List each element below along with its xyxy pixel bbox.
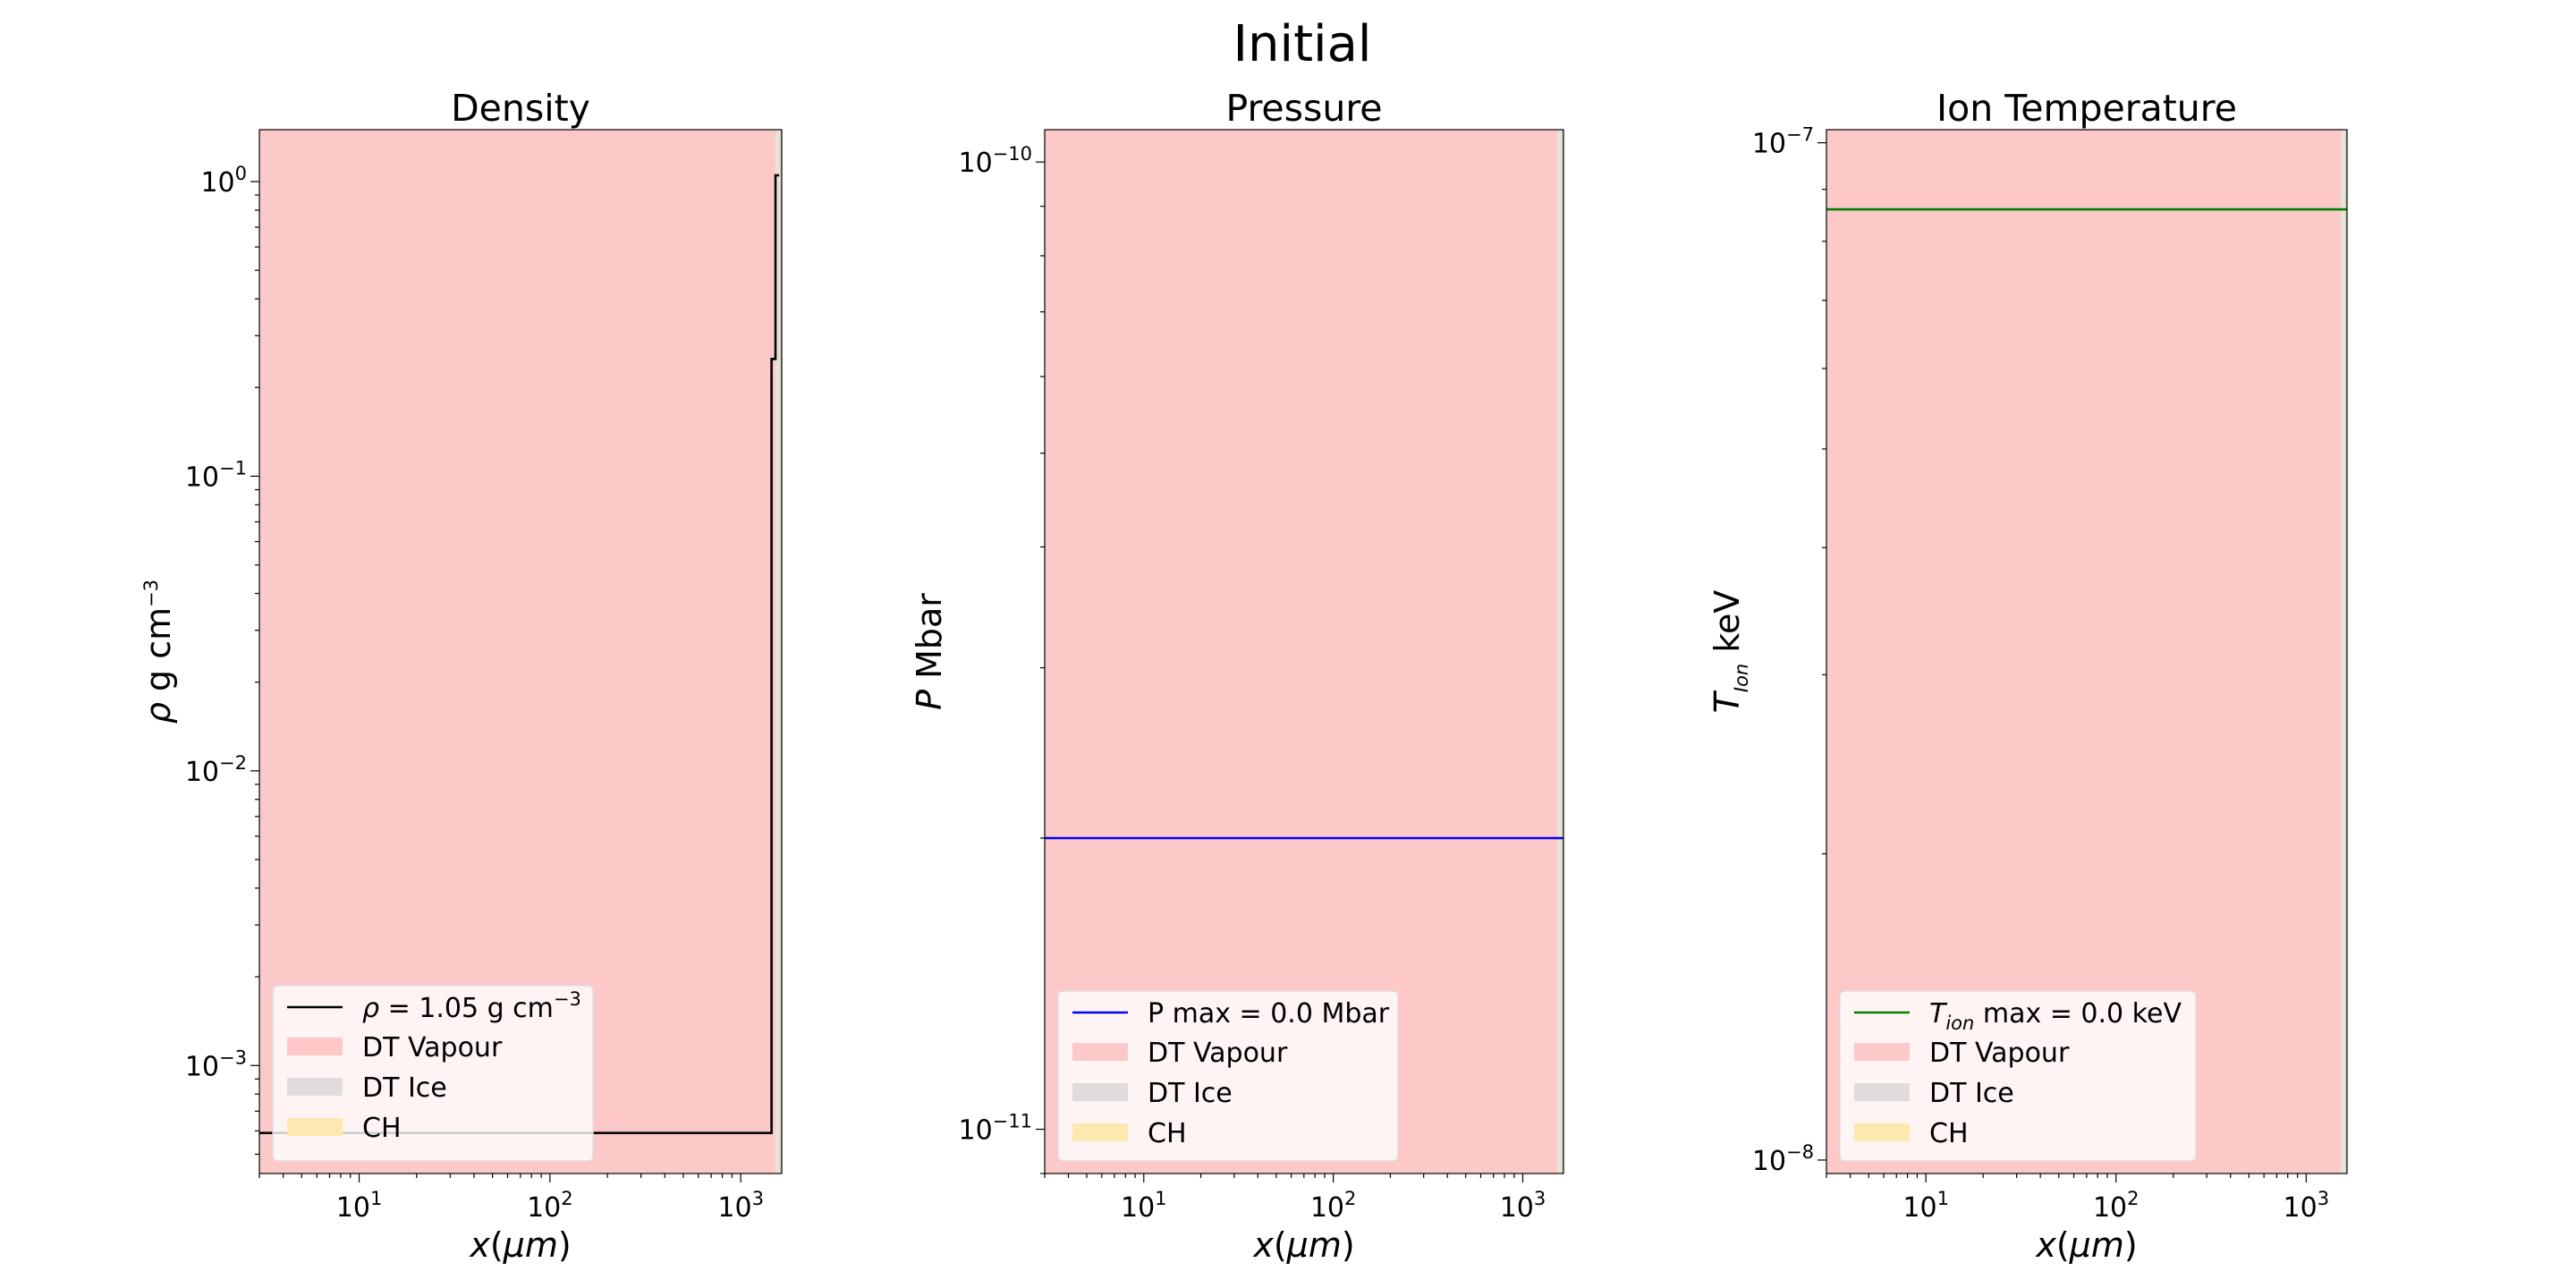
x-tick-label: 103 [1500, 1188, 1546, 1224]
legend-label-ch: CH [1929, 1118, 1969, 1149]
legend-label-ch: CH [1148, 1118, 1187, 1149]
y-tick-label: 10−11 [958, 1111, 1032, 1147]
y-tick-label: 100 [200, 163, 247, 199]
y-axis: 100 10−1 10−2 10−3 [185, 163, 259, 1156]
x-axis-label: x(μm) [2035, 1225, 2137, 1265]
x-tick-label: 102 [1310, 1188, 1357, 1224]
legend-swatch-dt-ice [287, 1078, 343, 1096]
series-line [259, 174, 780, 1134]
x-tick-label: 103 [2284, 1188, 2330, 1224]
x-tick-label: 102 [527, 1188, 573, 1224]
region-dt-ice [2340, 130, 2345, 1174]
legend-swatch-ch [1072, 1123, 1128, 1141]
legend-label-dt-ice: DT Ice [1148, 1078, 1233, 1109]
panel-1: 101 102 103 100 10−1 10−2 10−3 Density x(μm) ρ g … [139, 87, 783, 1265]
y-axis: 10−10 10−11 [958, 143, 1045, 1174]
x-axis: 101 102 103 [1826, 1174, 2329, 1224]
y-tick-label: 10−3 [185, 1046, 247, 1082]
legend: Tion max = 0.0 keV DT Vapour DT Ice CH [1839, 990, 2197, 1162]
legend-swatch-dt-ice [1072, 1083, 1128, 1101]
legend-box [1057, 990, 1399, 1162]
region-ch [779, 130, 782, 1174]
panel-title: Ion Temperature [1936, 87, 2237, 130]
legend-line-label: P max = 0.0 Mbar [1148, 998, 1390, 1030]
panel-title: Pressure [1225, 87, 1382, 130]
legend-label-ch: CH [362, 1113, 402, 1144]
x-tick-label: 101 [336, 1188, 383, 1224]
panel-3: 101 102 103 10−7 10−8 Ion Temperature x(μm) TIo… [1707, 87, 2348, 1265]
legend-swatch-dt-vapour [1072, 1043, 1128, 1061]
legend: ρ = 1.05 g cm−3 DT Vapour DT Ice CH [272, 985, 594, 1162]
region-dt-ice [775, 130, 780, 1174]
legend-box [1839, 990, 2197, 1162]
legend-swatch-dt-vapour [287, 1038, 343, 1055]
region-dt-ice [1557, 130, 1562, 1174]
legend-line-label: ρ = 1.05 g cm−3 [362, 988, 581, 1024]
y-tick-label: 10−10 [958, 143, 1032, 179]
legend-swatch-dt-vapour [1854, 1043, 1910, 1061]
y-axis-label: ρ g cm−3 [139, 580, 178, 724]
panel-2: 101 102 103 10−10 10−11 Pressure x(μm) P Mbar P … [910, 87, 1564, 1265]
y-axis-label: TIon keV [1707, 590, 1752, 714]
y-axis-label: P Mbar [910, 593, 949, 710]
x-tick-label: 102 [2093, 1188, 2140, 1224]
legend-label-dt-vapour: DT Vapour [362, 1032, 503, 1063]
x-axis-label: x(μm) [1252, 1225, 1354, 1265]
figure-title: Initial [1233, 15, 1372, 73]
x-axis: 101 102 103 [1044, 1174, 1546, 1224]
x-tick-label: 101 [1902, 1188, 1949, 1224]
region-ch [2344, 130, 2347, 1174]
legend-swatch-ch [287, 1118, 343, 1136]
y-tick-label: 10−1 [185, 457, 247, 493]
legend-line-label: Tion max = 0.0 keV [1929, 998, 2182, 1034]
legend-swatch-dt-ice [1854, 1083, 1910, 1101]
x-tick-label: 103 [717, 1188, 764, 1224]
x-axis: 101 102 103 [258, 1174, 764, 1224]
x-tick-label: 101 [1121, 1188, 1167, 1224]
legend-label-dt-ice: DT Ice [1929, 1078, 2014, 1109]
y-tick-label: 10−8 [1752, 1141, 1814, 1177]
legend-label-dt-vapour: DT Vapour [1148, 1038, 1288, 1069]
legend-box [272, 985, 594, 1162]
legend: P max = 0.0 Mbar DT Vapour DT Ice CH [1057, 990, 1399, 1162]
panel-title: Density [451, 87, 590, 130]
legend-label-dt-ice: DT Ice [362, 1072, 447, 1104]
legend-swatch-ch [1854, 1123, 1910, 1141]
x-axis-label: x(μm) [469, 1225, 571, 1265]
y-tick-label: 10−2 [185, 752, 247, 788]
region-ch [1561, 130, 1563, 1174]
legend-label-dt-vapour: DT Vapour [1929, 1038, 2070, 1069]
y-tick-label: 10−7 [1752, 124, 1814, 160]
y-axis: 10−7 10−8 [1752, 124, 1826, 1177]
